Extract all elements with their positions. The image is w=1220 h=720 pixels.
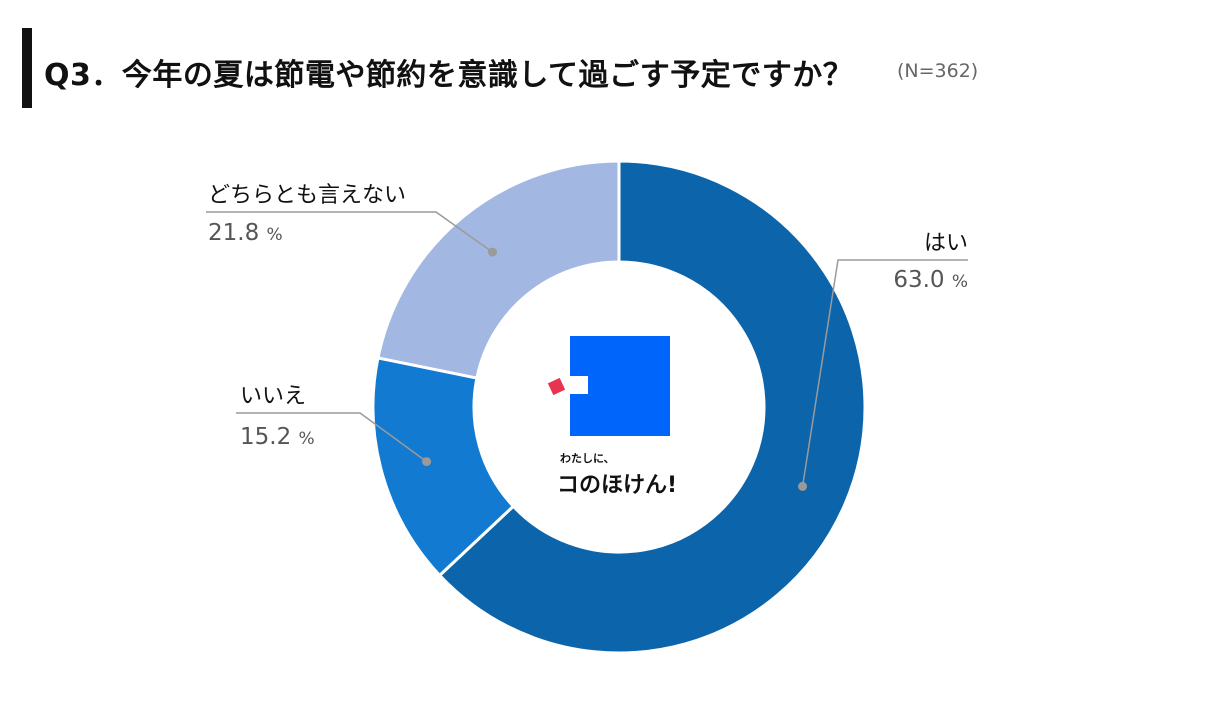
brand-logo: [546, 336, 671, 501]
leader-line-2: [206, 211, 493, 253]
logo-tagline: わたしに、: [560, 452, 615, 465]
slice-label-0: はい: [924, 231, 968, 256]
leader-line-0: [801, 259, 968, 487]
slice-2: [376, 159, 621, 380]
slice-value-0: 63.0 %: [893, 267, 968, 293]
leader-dot-0: [798, 481, 808, 491]
leader-line-1: [236, 412, 428, 463]
slice-value-1: 15.2 %: [240, 424, 315, 450]
title-accent-bar: [22, 28, 32, 108]
logo-name: コのほけん!: [557, 473, 678, 498]
slice-value-2: 21.8 %: [208, 220, 283, 246]
slice-0: [437, 159, 867, 655]
chart-title: Q3．今年の夏は節電や節約を意識して過ごす予定ですか？: [44, 58, 854, 93]
leader-dot-1: [422, 457, 432, 467]
sample-size: (N=362): [897, 60, 979, 82]
slice-label-2: どちらとも言えない: [208, 183, 406, 208]
logo-accent: [547, 377, 566, 396]
slice-label-1: いいえ: [240, 384, 306, 409]
leader-dot-2: [487, 247, 497, 257]
logo-notch: [568, 376, 588, 394]
